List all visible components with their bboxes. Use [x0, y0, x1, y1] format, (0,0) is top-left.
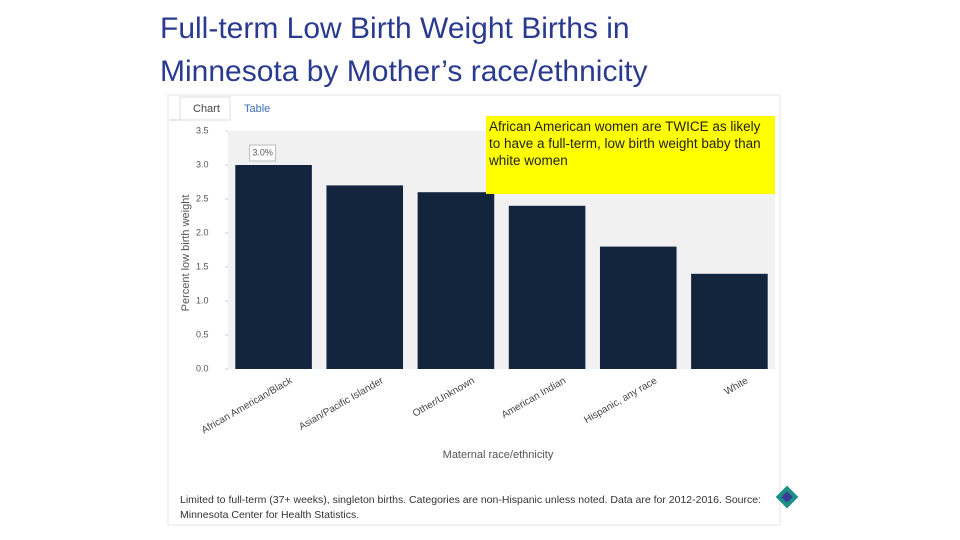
value-label: 3.0% [252, 147, 273, 157]
slide-title-line1: Full-term Low Birth Weight Births in [160, 12, 630, 45]
tab-chart[interactable]: Chart [193, 103, 220, 115]
y-tick-label: 2.5 [196, 193, 209, 203]
footnote: Limited to full-term (37+ weeks), single… [180, 494, 762, 521]
tab-table[interactable]: Table [244, 103, 270, 115]
y-tick-label: 1.5 [196, 261, 209, 271]
bar [235, 165, 312, 369]
y-tick-label: 3.0 [196, 159, 209, 169]
x-axis-label: Maternal race/ethnicity [443, 449, 554, 461]
y-tick-label: 2.0 [196, 227, 209, 237]
bar [508, 205, 586, 369]
value-label-box [249, 144, 277, 162]
y-tick-label: 0.0 [196, 363, 209, 373]
y-axis-label: Percent low birth weight [180, 195, 192, 312]
logo [775, 485, 799, 509]
y-tick-label: 3.5 [196, 125, 209, 135]
y-tick-label: 1.0 [196, 295, 209, 305]
bar [417, 192, 495, 369]
y-tick-label: 0.5 [196, 329, 209, 339]
tab-box [179, 96, 231, 121]
slide-title-line2: Minnesota by Mother’s race/ethnicity [160, 55, 647, 88]
callout: African American women are TWICE as like… [486, 116, 775, 194]
bar [691, 273, 768, 369]
bar [326, 185, 404, 369]
bar [599, 246, 677, 369]
